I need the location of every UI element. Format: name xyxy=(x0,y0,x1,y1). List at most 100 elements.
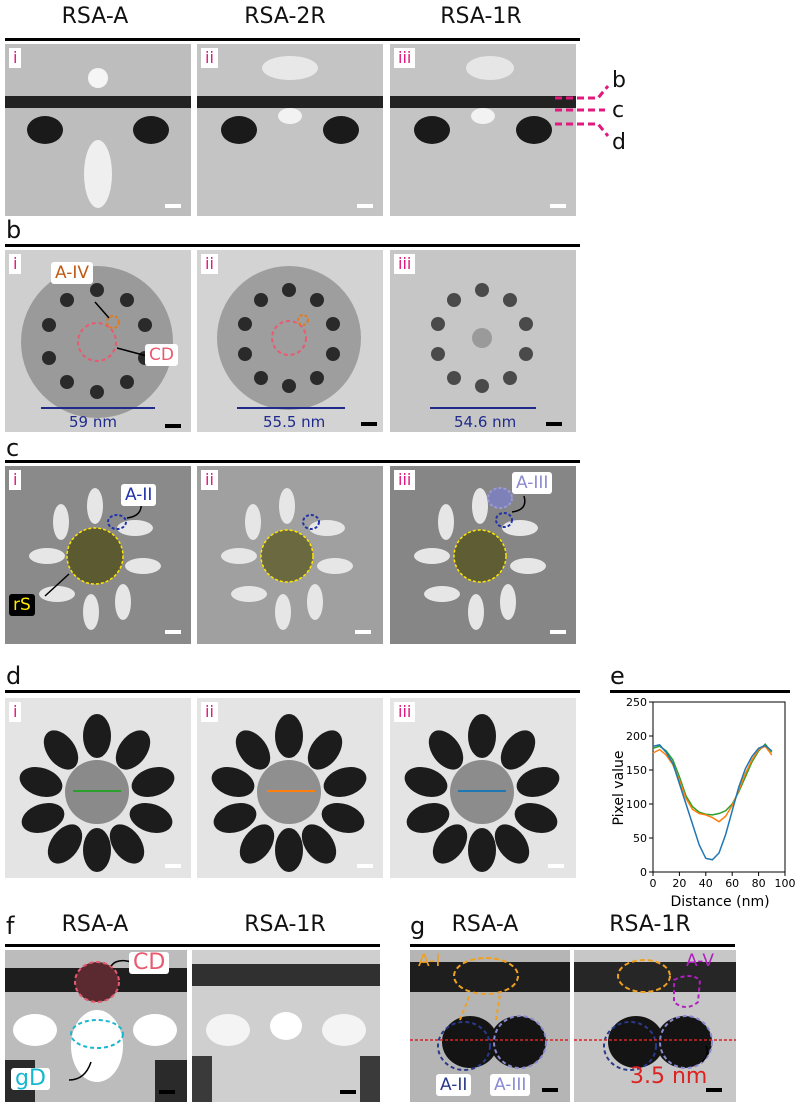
chart-xlabel: Distance (nm) xyxy=(670,894,769,910)
tomogram-b-iii: iii 54.6 nm xyxy=(390,250,576,432)
x-tick-label: 0 xyxy=(650,877,657,890)
slice-markers xyxy=(555,85,610,137)
label-a-iv: A-IV xyxy=(51,262,94,284)
header-rsa-a: RSA-A xyxy=(61,4,129,29)
scale-bar xyxy=(165,424,181,428)
section-f-rule xyxy=(5,944,380,947)
y-tick-label: 100 xyxy=(626,798,647,811)
chart-frame xyxy=(652,701,786,873)
roman-iii: iii xyxy=(394,254,416,274)
profile-chart: 0 20 40 60 80 100 0 50 100 150 200 250 Distance (nm… xyxy=(611,696,796,910)
tomogram-c-i: i A-II rS xyxy=(5,466,191,644)
f-title-rsa-1r: RSA-1R xyxy=(244,912,326,937)
f-title-rsa-a: RSA-A xyxy=(61,912,129,937)
tomogram-f-rsa-a: CD gD xyxy=(5,950,187,1102)
scale-bar xyxy=(548,864,564,868)
scale-bar xyxy=(159,1090,175,1094)
roman-i: i xyxy=(9,254,22,274)
panel-letter-g: g xyxy=(410,912,426,940)
tomogram-b-i: i A-IV CD 59 nm xyxy=(5,250,191,432)
roman-i: i xyxy=(9,48,22,68)
label-cd: CD xyxy=(145,344,178,366)
panel-letter-d: d xyxy=(6,662,22,690)
scale-bar xyxy=(550,630,566,634)
roman-ii: ii xyxy=(201,254,218,274)
roman-i: i xyxy=(9,470,22,490)
series-line-2 xyxy=(652,744,773,861)
dim-55-5: 55.5 nm xyxy=(263,413,326,431)
tomogram-c-ii: ii xyxy=(197,466,383,644)
tomogram-a-i: i xyxy=(5,44,191,216)
marker-c: c xyxy=(612,98,625,123)
section-e-rule xyxy=(610,690,790,693)
y-tick-label: 50 xyxy=(633,832,647,845)
scale-bar xyxy=(542,1088,558,1092)
series-line-0 xyxy=(652,743,773,816)
scale-bar xyxy=(165,204,181,208)
tomogram-b-ii: ii 55.5 nm xyxy=(197,250,383,432)
scale-bar xyxy=(165,630,181,634)
label-a-iii: A-III xyxy=(512,472,553,494)
x-tick-label: 60 xyxy=(725,877,739,890)
panel-letter-f: f xyxy=(6,912,15,940)
y-tick-label: 150 xyxy=(626,764,647,777)
header-rsa-2r: RSA-2R xyxy=(244,4,326,29)
tomogram-d-iii: iii xyxy=(390,698,576,878)
label-rs: rS xyxy=(9,594,35,616)
roman-iii: iii xyxy=(394,702,416,722)
panel-letter-e: e xyxy=(610,662,625,690)
scale-bar xyxy=(355,630,371,634)
tomogram-f-rsa-1r xyxy=(192,950,380,1102)
scale-bar xyxy=(546,422,562,426)
scale-bar xyxy=(357,864,373,868)
tomogram-g-rsa-a: A-I A-II A-III xyxy=(410,950,570,1102)
scale-bar xyxy=(361,422,377,426)
x-tick-label: 100 xyxy=(775,877,796,890)
tomogram-a-iii: iii xyxy=(390,44,576,216)
g-title-rsa-1r: RSA-1R xyxy=(609,912,691,937)
label-g-a-iii: A-III xyxy=(490,1074,531,1096)
x-tick-label: 40 xyxy=(699,877,713,890)
panel-letter-b: b xyxy=(6,216,22,244)
label-g-dist: 3.5 nm xyxy=(630,1064,708,1089)
label-f-gd: gD xyxy=(11,1068,50,1090)
roman-i: i xyxy=(9,702,22,722)
tomogram-g-rsa-1r: A-V 3.5 nm xyxy=(574,950,736,1102)
y-tick-label: 0 xyxy=(640,866,647,879)
label-a-ii: A-II xyxy=(121,484,157,506)
dim-54-6: 54.6 nm xyxy=(454,413,517,431)
scale-bar xyxy=(340,1090,356,1094)
roman-ii: ii xyxy=(201,702,218,722)
roman-ii: ii xyxy=(201,48,218,68)
g-title-rsa-a: RSA-A xyxy=(451,912,519,937)
roman-iii: iii xyxy=(394,470,416,490)
scale-bar xyxy=(550,204,566,208)
tomogram-a-ii: ii xyxy=(197,44,383,216)
label-g-a-v: A-V xyxy=(686,951,715,971)
header-rsa-1r: RSA-1R xyxy=(440,4,522,29)
scale-bar xyxy=(357,204,373,208)
marker-d: d xyxy=(612,130,626,155)
section-b-rule xyxy=(5,244,580,247)
tomogram-d-i: i xyxy=(5,698,191,878)
y-tick-label: 200 xyxy=(626,730,647,743)
label-f-cd: CD xyxy=(129,952,170,974)
roman-ii: ii xyxy=(201,470,218,490)
tomogram-d-ii: ii xyxy=(197,698,383,878)
y-tick-label: 250 xyxy=(626,696,647,709)
section-c-rule xyxy=(5,460,580,463)
scale-bar xyxy=(706,1088,722,1092)
section-g-rule xyxy=(410,944,735,947)
label-g-a-i: A-I xyxy=(418,951,441,971)
x-tick-label: 20 xyxy=(672,877,686,890)
chart-ylabel: Pixel value xyxy=(611,750,627,825)
x-tick-label: 80 xyxy=(752,877,766,890)
dim-59: 59 nm xyxy=(69,413,117,431)
roman-iii: iii xyxy=(394,48,416,68)
section-d-rule xyxy=(5,690,580,693)
label-g-a-ii: A-II xyxy=(436,1074,472,1096)
tomogram-c-iii: iii A-III xyxy=(390,466,576,644)
scale-bar xyxy=(165,864,181,868)
panel-letter-c: c xyxy=(6,434,20,462)
marker-b: b xyxy=(612,68,626,93)
